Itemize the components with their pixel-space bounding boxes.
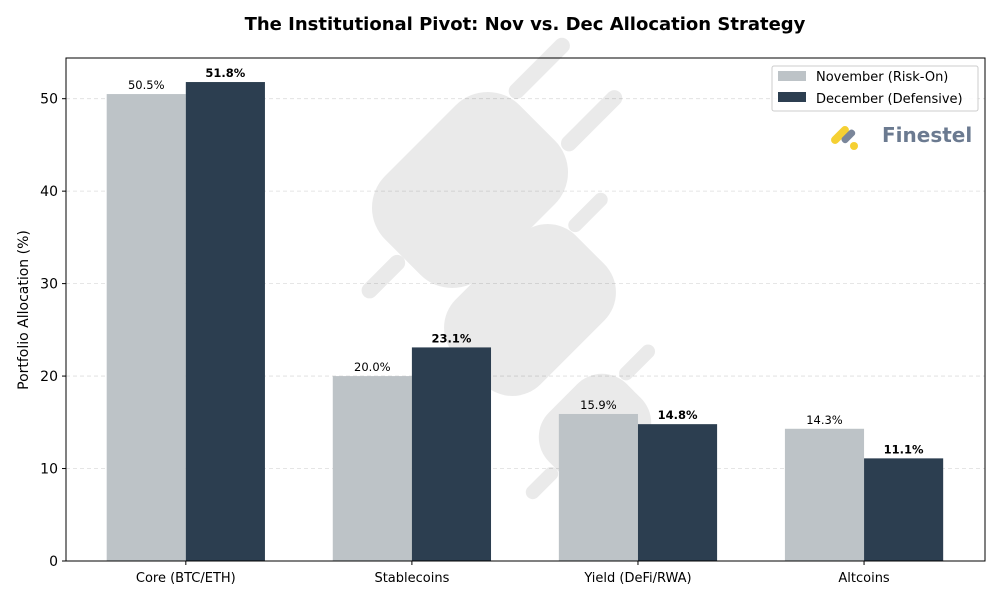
- finestel-logo-text: Finestel: [882, 123, 972, 147]
- bar-november: [106, 94, 186, 561]
- data-labels: 50.5% 51.8% 20.0% 23.1% 15.9% 14.8% 14.3% 11.1%: [128, 66, 924, 456]
- x-tick-label: Altcoins: [838, 571, 890, 586]
- legend-label-november: November (Risk-On): [816, 70, 948, 85]
- finestel-logo: Finestel: [831, 123, 972, 150]
- data-label: 50.5%: [128, 78, 165, 92]
- chart-title: The Institutional Pivot: Nov vs. Dec All…: [245, 14, 806, 35]
- y-tick-label: 20: [40, 369, 58, 385]
- y-tick-label: 0: [49, 554, 58, 570]
- data-label: 15.9%: [580, 398, 617, 412]
- data-label: 20.0%: [354, 360, 391, 374]
- plug-icon: [361, 37, 656, 500]
- legend-swatch-november: [778, 71, 806, 81]
- y-tick-label: 50: [40, 92, 58, 108]
- finestel-logo-icon: [831, 126, 858, 150]
- data-label: 14.8%: [658, 408, 698, 422]
- y-axis-label: Portfolio Allocation (%): [16, 230, 32, 390]
- plot-frame: [65, 57, 986, 562]
- bar-november: [784, 428, 865, 561]
- legend-box: [771, 65, 979, 112]
- data-label: 51.8%: [205, 66, 245, 80]
- bar-november: [332, 376, 412, 561]
- legend: November (Risk-On) December (Defensive): [771, 65, 979, 112]
- bar-december: [411, 347, 492, 561]
- bar-november: [558, 413, 638, 561]
- x-axis: Core (BTC/ETH) Stablecoins Yield (DeFi/RWA…: [136, 561, 890, 586]
- data-label: 14.3%: [806, 413, 843, 427]
- x-tick-label: Core (BTC/ETH): [136, 571, 236, 586]
- data-label: 23.1%: [432, 331, 472, 345]
- bar-december: [864, 458, 944, 561]
- y-tick-label: 40: [40, 184, 58, 200]
- y-axis: 0 10 20 30 40 50: [40, 92, 66, 570]
- bar-december: [185, 82, 265, 562]
- bar-december: [637, 424, 718, 561]
- y-tick-label: 10: [40, 462, 58, 478]
- data-label: 11.1%: [884, 442, 924, 456]
- bars: [106, 82, 944, 562]
- legend-swatch-december: [778, 92, 806, 102]
- y-tick-label: 30: [40, 277, 58, 293]
- legend-label-december: December (Defensive): [816, 92, 963, 107]
- x-tick-label: Yield (DeFi/RWA): [583, 571, 691, 586]
- x-tick-label: Stablecoins: [374, 571, 449, 586]
